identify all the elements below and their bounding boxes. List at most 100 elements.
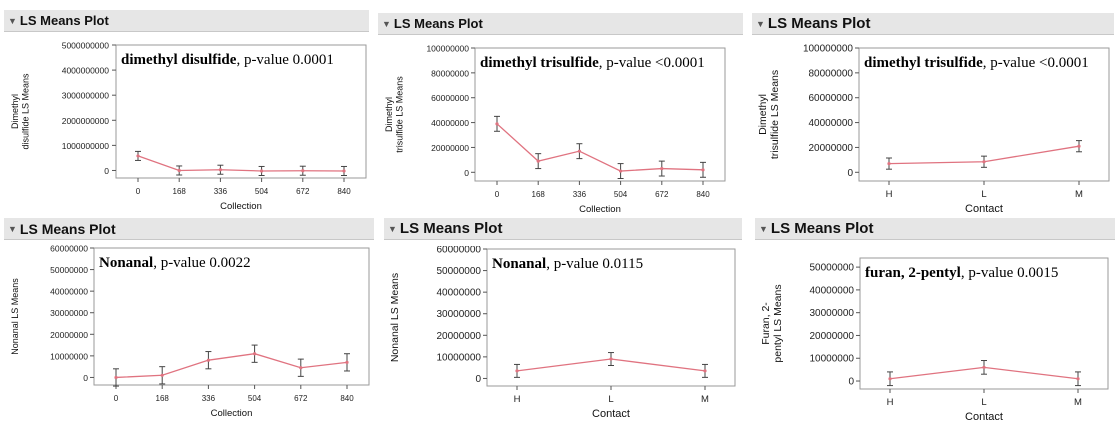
y-tick-label: 5000000000 [62, 41, 110, 51]
annotation-pvalue: , p-value 0.0022 [153, 255, 250, 271]
y-tick-label: 60000000 [809, 93, 854, 104]
ls-means-panel: ▼ LS Means Plot 5000000000 4000000000 300000… [4, 10, 369, 213]
disclosure-triangle-icon[interactable]: ▼ [756, 18, 765, 29]
y-tick-label: 30000000 [437, 309, 482, 320]
data-point [114, 375, 118, 380]
x-tick-label: H [514, 394, 521, 405]
panel-header[interactable]: ▼ LS Means Plot [755, 218, 1115, 240]
y-tick-label: 0 [847, 168, 853, 179]
y-tick-label: 20000000 [810, 331, 855, 342]
annotation-compound: dimethyl trisulfide [864, 55, 983, 71]
y-tick-label: 50000000 [437, 266, 482, 277]
annotation-compound: dimethyl trisulfide [480, 55, 599, 71]
y-tick-label: 50000000 [810, 263, 855, 274]
panel-header[interactable]: ▼ LS Means Plot [4, 10, 369, 32]
annotation-pvalue: , p-value <0.0001 [599, 55, 705, 71]
ls-means-panel: ▼ LS Means Plot 100000000 80000000 60000000 4… [378, 13, 743, 216]
y-axis-label: trisulfide LS Means [769, 70, 781, 159]
y-tick-label: 40000000 [50, 287, 88, 297]
data-point [577, 149, 581, 153]
x-tick-label: 0 [136, 187, 141, 196]
plot-frame [115, 44, 367, 179]
annotation-text: dimethyl trisulfide, p-value <0.0001 [864, 55, 1089, 71]
panel-title: LS Means Plot [19, 13, 109, 28]
y-tick-label: 3000000000 [62, 91, 110, 101]
y-axis-label: Furan, 2- [760, 302, 772, 345]
x-tick-label: 168 [156, 394, 170, 403]
y-tick-label: 40000000 [809, 118, 854, 129]
ls-means-chart: 5000000000 4000000000 3000000000 2000000000… [10, 41, 367, 212]
disclosure-triangle-icon[interactable]: ▼ [382, 18, 391, 29]
data-point [982, 365, 986, 369]
disclosure-triangle-icon[interactable]: ▼ [8, 223, 17, 234]
panel-header[interactable]: ▼ LS Means Plot [4, 218, 374, 240]
y-tick-label: 0 [83, 373, 88, 383]
panel-header[interactable]: ▼ LS Means Plot [378, 13, 743, 35]
x-tick-label: 336 [573, 190, 587, 199]
ls-means-panel: ▼ LS Means Plot 50000000 40000000 30000000 20… [755, 218, 1115, 421]
data-point [299, 366, 303, 370]
x-tick-label: 336 [202, 394, 216, 403]
x-tick-label: 840 [340, 394, 354, 403]
ls-means-chart: 60000000 50000000 40000000 30000000 20000000… [389, 246, 736, 420]
disclosure-triangle-icon[interactable]: ▼ [8, 15, 17, 26]
data-point [515, 369, 519, 373]
disclosure-triangle-icon[interactable]: ▼ [388, 223, 397, 234]
data-point [701, 168, 705, 172]
x-tick-label: 168 [532, 190, 546, 199]
x-tick-label: 504 [614, 190, 628, 199]
y-tick-label: 30000000 [50, 308, 88, 318]
annotation-compound: Nonanal [99, 255, 153, 271]
y-tick-label: 2000000000 [62, 116, 110, 126]
annotation-text: furan, 2-pentyl, p-value 0.0015 [865, 265, 1058, 281]
x-tick-label: 336 [214, 187, 228, 196]
x-tick-label: 168 [173, 187, 187, 196]
plot-frame [474, 47, 726, 182]
y-tick-label: 60000000 [437, 246, 482, 256]
data-point [536, 159, 540, 163]
y-tick-label: 80000000 [431, 68, 469, 78]
x-axis-label: Contact [965, 203, 1003, 215]
y-tick-label: 0 [848, 377, 854, 388]
annotation-text: Nonanal, p-value 0.0115 [492, 256, 643, 272]
y-tick-label: 40000000 [810, 285, 855, 296]
y-tick-label: 10000000 [50, 351, 88, 361]
y-tick-label: 20000000 [50, 330, 88, 340]
y-tick-label: 50000000 [50, 265, 88, 275]
x-tick-label: 840 [337, 187, 351, 196]
y-tick-label: 100000000 [803, 44, 853, 55]
annotation-compound: dimethyl disulfide [121, 52, 237, 68]
panel-title: LS Means Plot [767, 15, 871, 32]
y-tick-label: 0 [104, 166, 109, 176]
annotation-pvalue: , p-value 0.0115 [546, 256, 643, 272]
y-axis-label: Nonanal LS Means [389, 273, 401, 362]
x-axis-label: Collection [579, 204, 621, 215]
data-point [1077, 144, 1081, 148]
disclosure-triangle-icon[interactable]: ▼ [759, 223, 768, 234]
annotation-text: dimethyl disulfide, p-value 0.0001 [121, 52, 334, 68]
x-axis-label: Contact [592, 408, 630, 420]
x-tick-label: L [981, 397, 986, 408]
panel-header[interactable]: ▼ LS Means Plot [384, 218, 742, 240]
y-axis-label: Dimethyl [384, 97, 394, 132]
x-tick-label: 504 [255, 187, 269, 196]
data-point [982, 160, 986, 164]
panel-header[interactable]: ▼ LS Means Plot [752, 13, 1114, 35]
data-point [660, 166, 664, 171]
y-tick-label: 10000000 [810, 354, 855, 365]
data-point [342, 169, 346, 173]
x-tick-label: 672 [296, 187, 310, 196]
panel-title: LS Means Plot [399, 220, 503, 237]
data-point [495, 122, 499, 126]
y-tick-label: 100000000 [426, 44, 469, 54]
data-point [619, 169, 623, 173]
data-point [301, 169, 305, 173]
data-point [888, 377, 892, 381]
y-axis-label: trisulfide LS Means [395, 76, 405, 153]
y-tick-label: 80000000 [809, 68, 854, 79]
annotation-text: dimethyl trisulfide, p-value <0.0001 [480, 55, 705, 71]
ls-means-chart: 60000000 50000000 40000000 30000000 20000000… [10, 245, 370, 419]
y-tick-label: 20000000 [431, 143, 469, 153]
plot-frame [93, 247, 370, 386]
series-line [496, 123, 704, 172]
